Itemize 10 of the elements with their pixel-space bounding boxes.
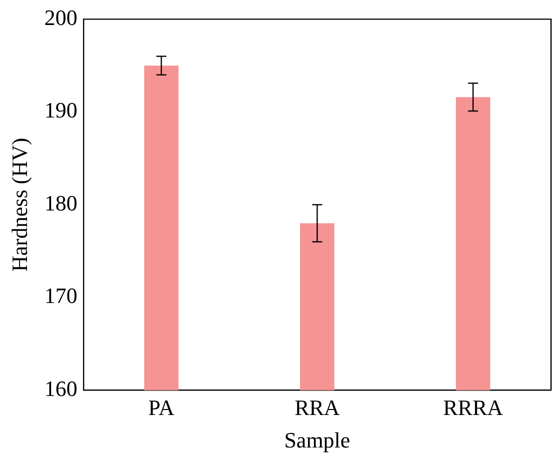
y-tick-label: 180 <box>44 190 78 216</box>
y-tick-label: 200 <box>44 4 78 30</box>
x-axis-title: Sample <box>284 428 350 453</box>
x-tick-label: RRRA <box>443 395 504 420</box>
x-tick-label: PA <box>148 395 174 420</box>
y-tick-label: 160 <box>44 376 78 401</box>
y-tick-label: 170 <box>44 283 78 308</box>
y-axis-title: Hardness (HV) <box>6 138 32 272</box>
x-tick-label: RRA <box>294 395 340 420</box>
y-tick-label: 190 <box>44 98 78 123</box>
